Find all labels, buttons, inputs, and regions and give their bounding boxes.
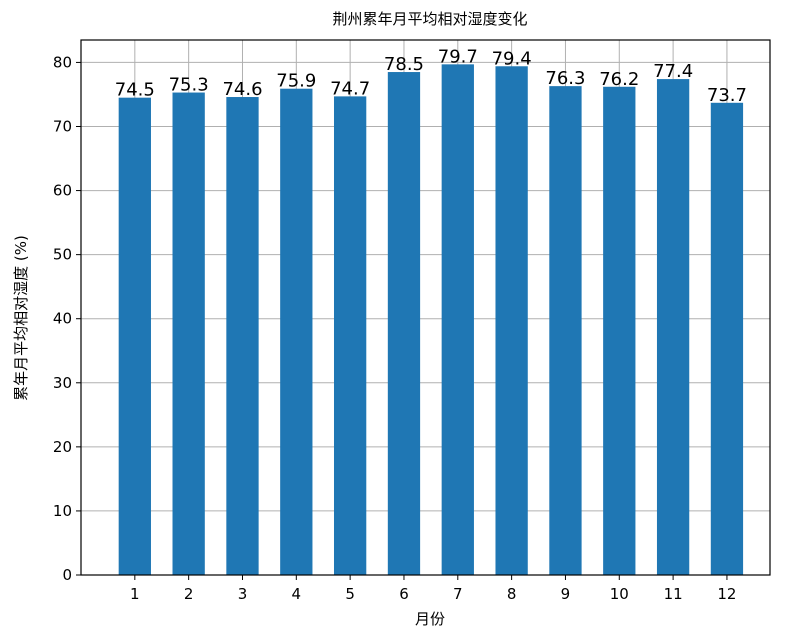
bar — [333, 96, 367, 575]
x-tick-label: 9 — [561, 585, 571, 603]
bar-value-label: 73.7 — [707, 85, 747, 106]
x-tick-label: 6 — [399, 585, 409, 603]
bar — [710, 102, 744, 576]
x-tick-label: 8 — [507, 585, 517, 603]
x-tick-label: 4 — [292, 585, 302, 603]
x-axis: 1 2 3 4 5 6 7 8 9 10 11 12 — [130, 575, 736, 603]
y-tick-label: 0 — [62, 566, 72, 584]
bar — [172, 92, 205, 575]
bar-value-label: 74.7 — [330, 78, 370, 99]
y-tick-label: 20 — [53, 438, 72, 456]
bar — [387, 72, 421, 576]
x-tick-label: 12 — [717, 585, 736, 603]
bar-value-label: 79.7 — [438, 46, 478, 67]
plot-frame — [80, 39, 771, 576]
bar-value-label: 78.5 — [384, 54, 424, 75]
bar — [118, 97, 151, 575]
x-tick-label: 1 — [130, 585, 140, 603]
bar-value-label: 79.4 — [492, 48, 532, 69]
bar-value-label: 76.3 — [545, 68, 585, 89]
x-tick-label: 5 — [345, 585, 355, 603]
bar — [549, 86, 582, 575]
bar — [280, 88, 313, 575]
bar-value-label: 76.2 — [599, 69, 639, 90]
x-tick-label: 2 — [184, 585, 194, 603]
y-tick-label: 80 — [53, 53, 72, 71]
y-tick-label: 70 — [53, 117, 72, 135]
y-axis-label: 累年月平均相对湿度 (%) — [12, 235, 30, 401]
x-axis-label: 月份 — [415, 610, 445, 628]
y-tick-label: 40 — [53, 310, 72, 328]
bar — [495, 66, 528, 575]
x-tick-label: 3 — [238, 585, 248, 603]
x-tick-label: 10 — [610, 585, 629, 603]
y-tick-label: 60 — [53, 182, 72, 200]
y-tick-label: 30 — [53, 374, 72, 392]
bar-value-label: 75.9 — [276, 71, 316, 92]
bar — [603, 86, 636, 575]
x-tick-label: 11 — [664, 585, 683, 603]
x-tick-label: 7 — [453, 585, 463, 603]
bar-value-label: 74.6 — [222, 79, 262, 100]
bar-value-label: 74.5 — [115, 80, 155, 101]
bar — [226, 97, 259, 575]
data-labels: 74.5 75.3 74.6 75.9 74.7 78.5 79.7 79.4 76.3 76.2… — [115, 46, 747, 105]
y-tick-label: 10 — [53, 502, 72, 520]
bar — [441, 64, 474, 576]
y-axis: 0 10 20 30 40 50 60 70 80 — [53, 53, 81, 584]
bar — [656, 79, 690, 575]
bar-value-label: 77.4 — [653, 61, 693, 82]
bars — [118, 64, 744, 576]
bar-value-label: 75.3 — [169, 75, 209, 96]
chart-title: 荆州累年月平均相对湿度变化 — [332, 10, 527, 28]
y-tick-label: 50 — [53, 246, 72, 264]
